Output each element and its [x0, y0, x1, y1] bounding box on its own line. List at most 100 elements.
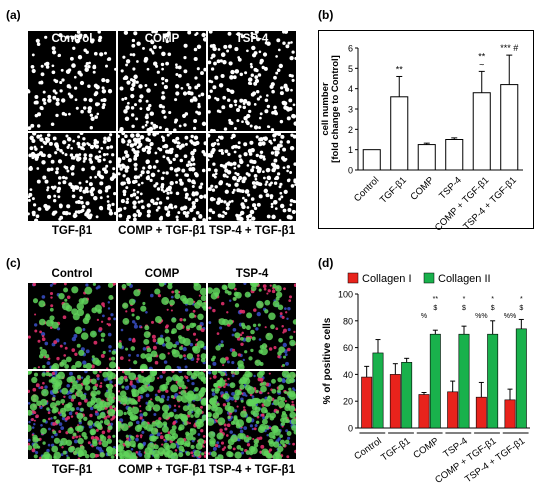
- chart-b-ytick-label-1: 1: [348, 145, 353, 155]
- chart-d-bar-1-2: [429, 333, 441, 429]
- chart-d-annotation-1-4-0: *: [491, 296, 494, 303]
- micrograph-a-comp: [118, 31, 206, 131]
- chart-b-ytick-label-3: 3: [348, 105, 353, 115]
- micrograph-c-comp-tgfb1-cells: [118, 371, 206, 459]
- chart-b-annotation-5-0: *** #: [500, 43, 518, 53]
- panel-label-d: (d): [318, 256, 334, 270]
- micrograph-a-comp-tgfb1-cells: [118, 133, 206, 221]
- panel-label-a: (a): [6, 8, 21, 22]
- chart-d-annotation-1-5-0: *: [520, 296, 523, 303]
- chart-d-bar-1-4: [487, 333, 499, 429]
- micrograph-a-title-tgfb1: TGF-β1: [51, 225, 93, 237]
- micrograph-a-tsp4-tgfb1: [208, 133, 296, 221]
- chart-d-bar-0-5: [504, 399, 516, 429]
- chart-d-xtick-label-2: COMP: [411, 436, 441, 461]
- chart-d-annotation-1-3-1: $: [462, 305, 466, 312]
- chart-d-ytick-label-1: 20: [343, 397, 353, 407]
- chart-d-annotation-1-3-0: *: [463, 296, 466, 303]
- micrograph-a-comp-cells: [119, 31, 206, 131]
- micrograph-a-title-tsp4: TSP-4: [235, 33, 269, 45]
- micrograph-a-tsp4-tgfb1-cells: [208, 133, 296, 221]
- micrograph-a-tgfb1: [28, 133, 116, 221]
- micrograph-a-tsp4: [208, 31, 296, 131]
- chart-d-bar-0-2: [418, 394, 430, 429]
- chart-d-annotation-1-4-1: $: [491, 305, 495, 312]
- chart-d-ylabel: % of positive cells: [322, 317, 333, 404]
- chart-d-annotation-1-2-1: $: [433, 305, 437, 312]
- micrograph-c-control-cells: [28, 283, 116, 369]
- micrograph-c-tsp4: [208, 283, 296, 369]
- chart-b-ytick-label-2: 2: [348, 125, 353, 135]
- chart-d-ytick-label-2: 40: [343, 370, 353, 380]
- micrograph-a-control-cells: [28, 31, 116, 131]
- chart-d-bar-1-0: [372, 352, 384, 429]
- micrograph-c-title-control: Control: [51, 268, 93, 280]
- micrograph-c-comp-tgfb1: [118, 371, 206, 459]
- chart-d-annotation-0-4-0: %%: [475, 313, 487, 320]
- panel-label-b: (b): [318, 8, 334, 22]
- micrograph-c-control: [28, 283, 116, 369]
- chart-d-xtick-label-1: TGF-β1: [379, 436, 412, 464]
- chart-d-annotation-1-5-1: $: [519, 305, 523, 312]
- chart-b-xtick-label-1: TGF-β1: [378, 175, 409, 206]
- chart-d-annotation-0-5-0: %%: [504, 313, 516, 320]
- chart-d-bar-1-1: [401, 362, 413, 429]
- micrograph-c-tsp4-tgfb1: [208, 371, 296, 459]
- chart-d-ytick-label-0: 0: [348, 424, 353, 434]
- micrograph-c-title-comp-tgfb1: COMP + TGF-β1: [118, 464, 206, 476]
- micrograph-c-tsp4-cells: [208, 283, 296, 369]
- chart-d-ytick-label-3: 60: [343, 343, 353, 353]
- chart-b-frame: [318, 30, 534, 229]
- chart-b-ytick-label-4: 4: [348, 84, 353, 94]
- micrograph-c-comp-cells: [118, 283, 206, 369]
- micrograph-a-tsp4-cells: [208, 31, 296, 131]
- chart-d-ytick-label-5: 100: [338, 290, 353, 300]
- chart-d-bar-1-5: [515, 328, 527, 429]
- chart-b-bar-1: [390, 96, 409, 171]
- chart-b-bar-0: [362, 149, 381, 171]
- chart-d-legend-label-1: Collagen II: [438, 273, 491, 285]
- micrograph-c-comp: [118, 283, 206, 369]
- chart-b-ytick-label-5: 5: [348, 64, 353, 74]
- micrograph-a-comp-tgfb1: [118, 133, 206, 221]
- chart-b-xtick-label-0: Control: [352, 175, 381, 204]
- micrograph-c-title-tsp4: TSP-4: [235, 268, 269, 280]
- chart-b-ylabel-1: [fold change to Control]: [330, 55, 341, 163]
- chart-d-bar-0-3: [447, 391, 459, 429]
- chart-b-ytick-label-0: 0: [348, 166, 353, 176]
- chart-b-annotation-1-0: **: [396, 64, 404, 74]
- chart-d: Collagen I Collagen II 0 20 40 60 80 100 Control…: [322, 272, 530, 486]
- panel-label-c: (c): [6, 256, 21, 270]
- micrograph-c-title-tgfb1: TGF-β1: [51, 464, 93, 476]
- chart-b-bar-2: [417, 144, 436, 171]
- chart-d-annotation-1-2-0: **: [433, 296, 439, 303]
- micrograph-a-tgfb1-cells: [28, 133, 116, 221]
- micrograph-a-title-tsp4-tgfb1: TSP-4 + TGF-β1: [209, 225, 295, 237]
- chart-b-bar-5: [500, 84, 519, 171]
- micrograph-c-tgfb1-cells: [28, 371, 116, 459]
- chart-d-legend-swatch-0: [347, 272, 359, 284]
- micrograph-c-title-tsp4-tgfb1: TSP-4 + TGF-β1: [209, 464, 295, 476]
- chart-b-bar-4: [472, 92, 491, 171]
- chart-d-legend-swatch-1: [423, 272, 435, 284]
- chart-d-bar-0-1: [389, 374, 401, 429]
- chart-b-ytick-label-6: 6: [348, 44, 353, 54]
- micrograph-a-title-comp-tgfb1: COMP + TGF-β1: [118, 225, 206, 237]
- chart-d-annotation-0-2-0: %: [421, 313, 427, 320]
- micrograph-a-title-control: Control: [51, 33, 93, 45]
- micrograph-c-tgfb1: [28, 371, 116, 459]
- chart-d-xtick-label-0: Control: [352, 436, 383, 463]
- chart-d-bar-0-4: [475, 396, 487, 429]
- micrograph-c-tsp4-tgfb1-cells: [208, 371, 296, 459]
- chart-d-ytick-label-4: 80: [343, 316, 353, 326]
- chart-b-annotation-4-0: **: [478, 51, 486, 61]
- chart-b-ylabel-0: cell number: [320, 82, 331, 136]
- chart-b-annotation-4-1: ~: [479, 59, 484, 69]
- micrograph-a-title-comp: COMP: [144, 33, 180, 45]
- chart-d-legend-label-0: Collagen I: [362, 273, 412, 285]
- chart-d-bar-1-3: [458, 333, 470, 429]
- chart-d-bar-0-0: [361, 376, 373, 429]
- micrograph-a-control: [28, 31, 116, 131]
- chart-b-bar-3: [445, 139, 464, 171]
